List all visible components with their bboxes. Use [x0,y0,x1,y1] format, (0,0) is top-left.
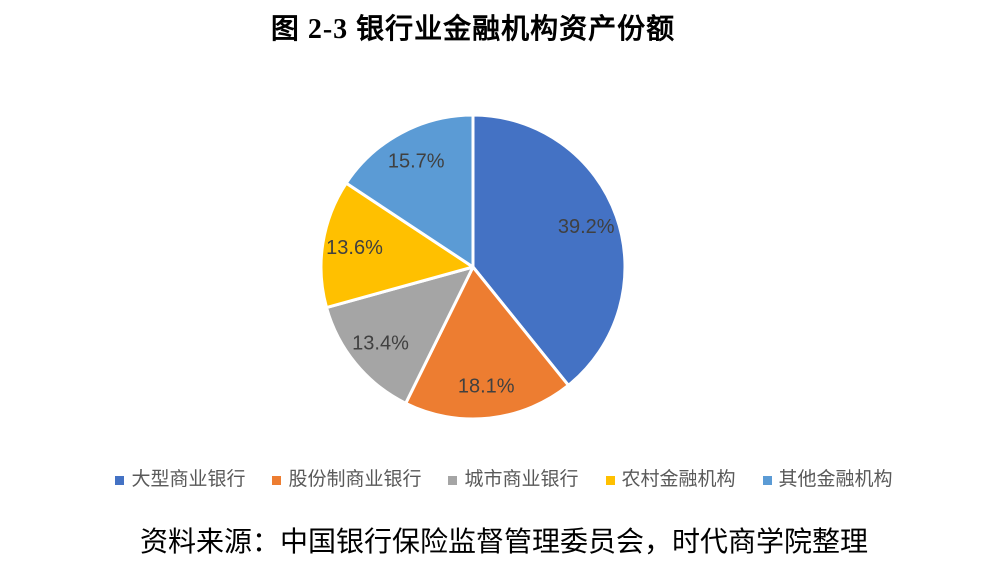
legend-label: 其他金融机构 [778,469,893,490]
legend-label: 大型商业银行 [131,469,246,490]
legend-label: 城市商业银行 [464,469,579,490]
legend-item-2: 股份制商业银行 [272,468,421,492]
pie-data-label-4: 13.6% [326,237,383,259]
pie-slice-5 [344,113,475,269]
pie-chart: 39.2% 18.1% 13.4% 13.6% 15.7% [319,113,627,421]
chart-legend: 大型商业银行 股份制商业银行 城市商业银行 农村金融机构 其他金融机构 [0,468,1008,492]
pie-slice-3 [325,265,475,405]
legend-swatch-icon [605,475,615,485]
legend-label: 农村金融机构 [621,469,736,490]
pie-data-label-2: 18.1% [458,375,515,397]
legend-swatch-icon [448,475,458,485]
legend-item-5: 其他金融机构 [762,468,893,492]
chart-title: 图 2-3 银行业金融机构资产份额 [270,14,676,45]
pie-slice-2 [404,265,570,421]
legend-label: 股份制商业银行 [288,469,422,490]
legend-swatch-icon [115,475,125,485]
pie-slice-4 [319,181,475,310]
pie-data-label-3: 13.4% [352,333,409,355]
legend-item-3: 城市商业银行 [448,468,579,492]
legend-swatch-icon [272,475,282,485]
legend-item-4: 农村金融机构 [605,468,736,492]
source-note: 资料来源：中国银行保险监督管理委员会，时代商学院整理 [139,527,868,558]
legend-item-1: 大型商业银行 [115,468,245,492]
pie-data-label-5: 15.7% [388,150,445,172]
pie-data-label-1: 39.2% [558,216,615,238]
legend-swatch-icon [762,475,772,485]
pie-slice-1 [471,113,627,387]
